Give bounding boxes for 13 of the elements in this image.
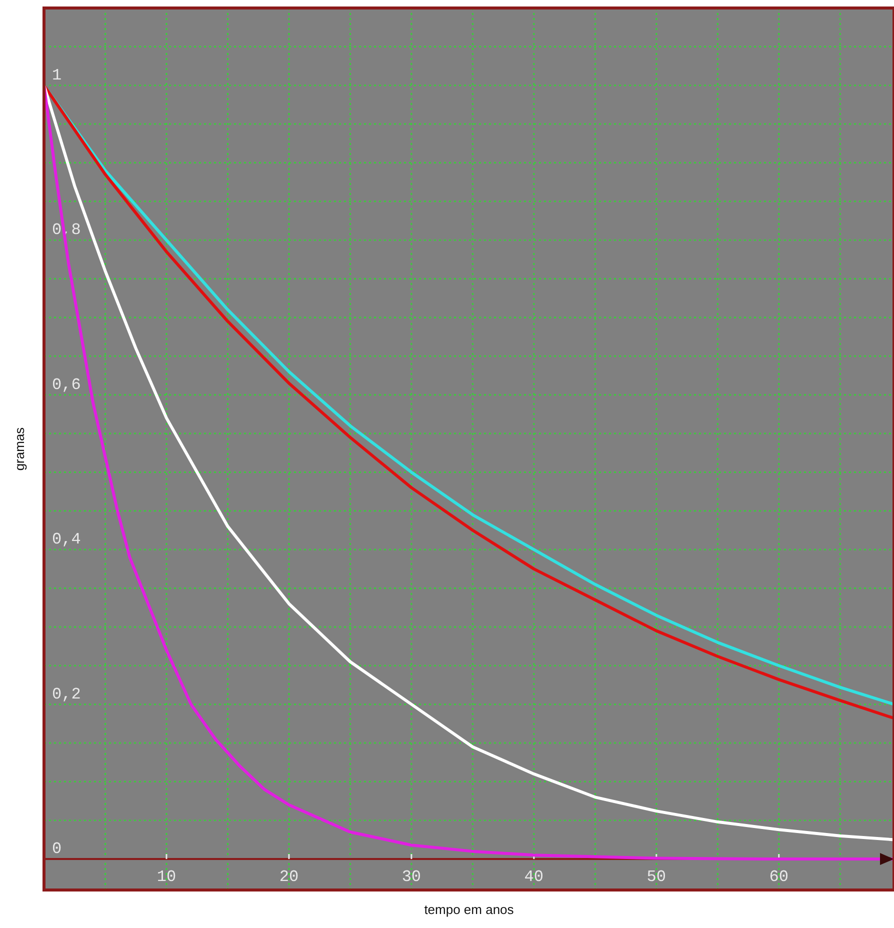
y-tick-label: 0,6 <box>52 376 81 394</box>
x-tick-label: 10 <box>156 868 176 886</box>
y-tick-label: 0,4 <box>52 530 81 549</box>
x-tick-label: 60 <box>769 868 788 886</box>
x-tick-label: 50 <box>646 868 666 886</box>
x-tick-label: 40 <box>524 868 544 886</box>
y-tick-label: 0 <box>52 840 62 858</box>
x-tick-label: 20 <box>279 868 299 886</box>
x-axis-title: tempo em anos <box>424 902 514 917</box>
x-tick-label: 30 <box>402 868 422 886</box>
y-tick-label: 1 <box>52 66 62 84</box>
y-axis-title: gramas <box>12 426 27 471</box>
y-tick-label: 0,2 <box>52 685 81 704</box>
